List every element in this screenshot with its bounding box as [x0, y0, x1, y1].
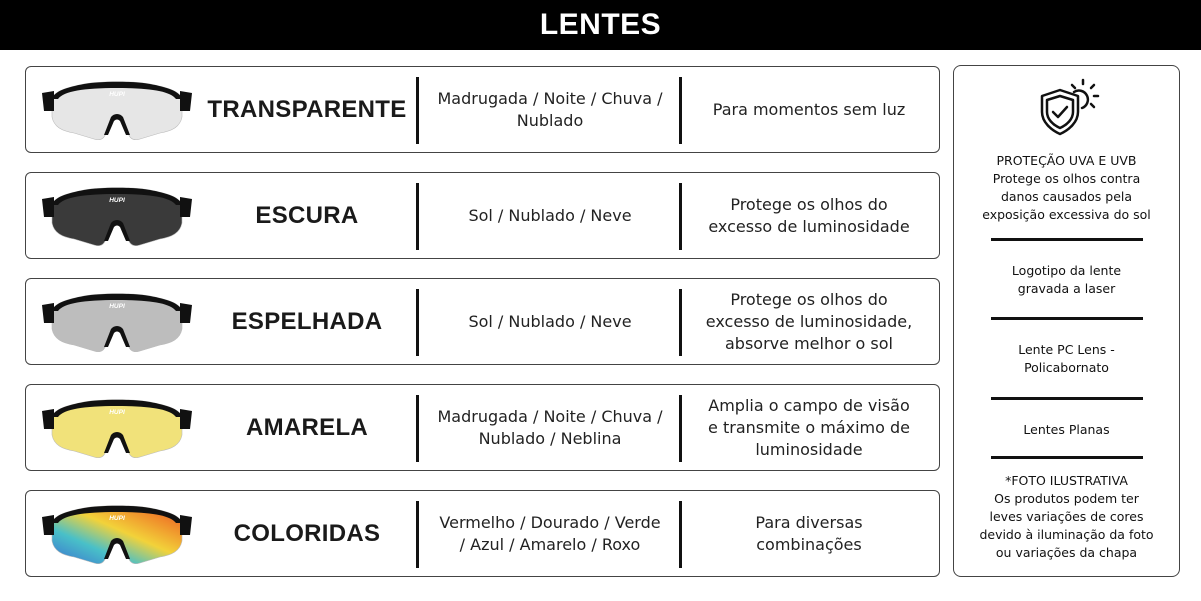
disclaimer-text: Os produtos podem ter leves variações de…	[979, 491, 1154, 560]
disclaimer: *FOTO ILUSTRATIVA Os produtos podem ter …	[954, 472, 1179, 562]
protection-title: PROTEÇÃO UVA E UVB	[996, 153, 1137, 168]
lens-use: Protege os olhos do excesso de luminosid…	[684, 173, 934, 258]
divider	[991, 456, 1143, 459]
lens-conditions: Madrugada / Noite / Chuva / Nublado / Ne…	[421, 385, 679, 470]
header-bar: LENTES	[0, 0, 1201, 50]
lens-row: HUPI TRANSPARENTE Madrugada / Noite / Ch…	[25, 66, 940, 153]
lens-name: ESCURA	[255, 201, 359, 229]
column-divider	[679, 77, 682, 144]
lens-use: Para diversas combinações	[684, 491, 934, 576]
divider	[991, 397, 1143, 400]
lens-conditions: Madrugada / Noite / Chuva / Nublado	[421, 67, 679, 152]
column-divider	[416, 77, 419, 144]
brand-logo: HUPI	[109, 197, 125, 204]
divider	[991, 238, 1143, 241]
brand-logo: HUPI	[109, 303, 125, 310]
conditions-text: Madrugada / Noite / Chuva / Nublado	[437, 88, 663, 130]
sunglasses-image: HUPI	[42, 293, 192, 353]
column-divider	[416, 183, 419, 250]
sunglasses-image: HUPI	[42, 187, 192, 247]
column-divider	[416, 501, 419, 568]
lens-use: Protege os olhos do excesso de luminosid…	[684, 279, 934, 364]
lens-conditions: Vermelho / Dourado / Verde / Azul / Amar…	[421, 491, 679, 576]
divider	[991, 317, 1143, 320]
use-text: Amplia o campo de visão e transmite o má…	[708, 395, 910, 459]
column-divider	[679, 395, 682, 462]
lens-name: COLORIDAS	[233, 519, 381, 547]
flat-text: Lentes Planas	[1023, 422, 1110, 437]
conditions-text: Sol / Nublado / Neve	[468, 205, 632, 225]
shield-sun-icon	[1040, 78, 1100, 136]
brand-logo: HUPI	[109, 515, 125, 522]
conditions-text: Vermelho / Dourado / Verde / Azul / Amar…	[439, 512, 661, 554]
page-title: LENTES	[539, 8, 662, 41]
lens-use: Para momentos sem luz	[684, 67, 934, 152]
sunglasses-image: HUPI	[42, 399, 192, 459]
use-text: Para diversas combinações	[755, 512, 863, 554]
protection-text: Protege os olhos contra danos causados p…	[982, 171, 1151, 222]
lens-row: HUPI AMARELA Madrugada / Noite / Chuva /…	[25, 384, 940, 471]
use-text: Protege os olhos do excesso de luminosid…	[705, 289, 913, 353]
lens-conditions: Sol / Nublado / Neve	[421, 173, 679, 258]
column-divider	[679, 183, 682, 250]
logo-text: Logotipo da lente gravada a laser	[1011, 263, 1122, 296]
brand-logo: HUPI	[109, 409, 125, 416]
conditions-text: Sol / Nublado / Neve	[468, 311, 632, 331]
sunglasses-image: HUPI	[42, 505, 192, 565]
sunglasses-image: HUPI	[42, 81, 192, 141]
protection-info: PROTEÇÃO UVA E UVB Protege os olhos cont…	[954, 152, 1179, 224]
column-divider	[416, 289, 419, 356]
use-text: Protege os olhos do excesso de luminosid…	[708, 194, 910, 236]
lens-row: HUPI ESCURA Sol / Nublado / Neve Protege…	[25, 172, 940, 259]
column-divider	[679, 289, 682, 356]
use-text: Para momentos sem luz	[712, 99, 906, 119]
features-panel: PROTEÇÃO UVA E UVB Protege os olhos cont…	[953, 65, 1180, 577]
disclaimer-title: *FOTO ILUSTRATIVA	[1005, 473, 1128, 488]
column-divider	[679, 501, 682, 568]
lens-row: HUPI COLORIDAS Vermelho / Dourado / Verd…	[25, 490, 940, 577]
lens-name: ESPELHADA	[231, 307, 383, 335]
brand-logo: HUPI	[109, 91, 125, 98]
lens-conditions: Sol / Nublado / Neve	[421, 279, 679, 364]
lens-name: TRANSPARENTE	[207, 95, 407, 123]
lens-row: HUPI ESPELHADA Sol / Nublado / Neve Prot…	[25, 278, 940, 365]
lens-name: AMARELA	[245, 413, 369, 441]
lens-use: Amplia o campo de visão e transmite o má…	[684, 385, 934, 470]
material-text: Lente PC Lens - Policabornato	[1018, 342, 1115, 375]
conditions-text: Madrugada / Noite / Chuva / Nublado / Ne…	[437, 406, 663, 448]
column-divider	[416, 395, 419, 462]
